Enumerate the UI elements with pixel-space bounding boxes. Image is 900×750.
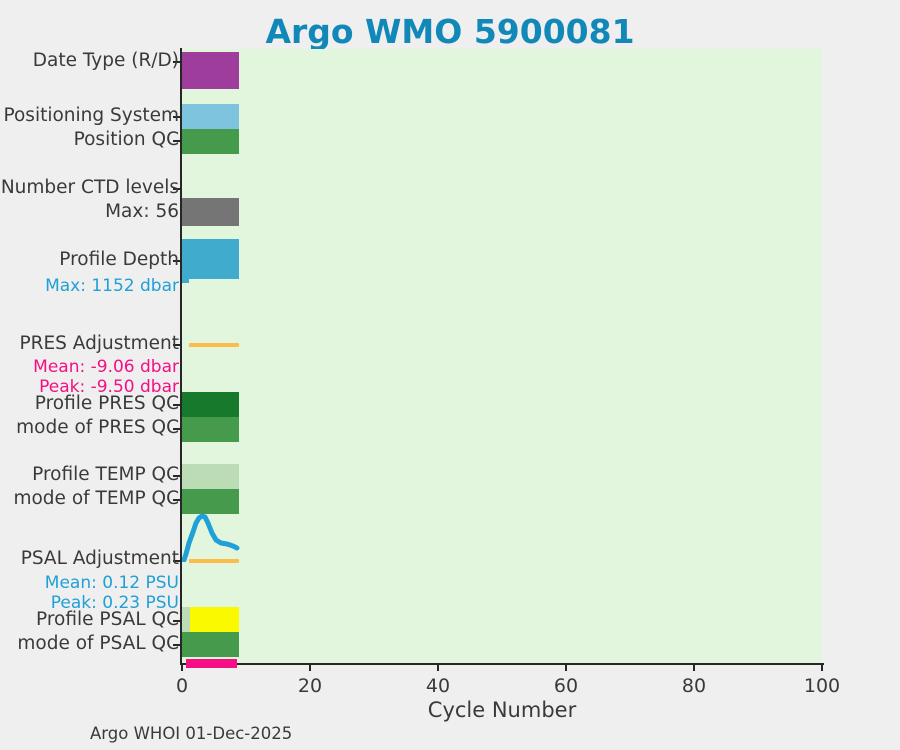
y-axis-line	[180, 48, 182, 665]
y-tick-mode-psal-qc	[173, 644, 181, 646]
line-pres-adjustment	[189, 343, 239, 347]
y-tick-date-type	[173, 61, 181, 63]
y-tick-profile-depth	[173, 260, 181, 262]
y-tick-positioning-system	[173, 116, 181, 118]
y-tick-profile-psal-qc	[173, 620, 181, 622]
y-tick-mode-pres-qc	[173, 428, 181, 430]
row-sublabel-pres-peak: Peak: -9.50 dbar	[39, 377, 179, 397]
row-label-mode-psal-qc: mode of PSAL QC	[17, 633, 179, 654]
row-sublabel-pres-mean: Mean: -9.06 dbar	[33, 357, 179, 377]
row-sublabel-psal-peak: Peak: 0.23 PSU	[50, 593, 179, 613]
bar-mode-psal-qc	[182, 632, 239, 657]
row-sublabel-ctd-max: Max: 56	[105, 201, 179, 222]
bar-positioning-system	[182, 104, 239, 129]
x-tick-label-40: 40	[425, 675, 451, 697]
row-label-pres-adjustment: PRES Adjustment	[19, 333, 179, 354]
marker-segment-1	[186, 659, 211, 668]
x-tick-label-80: 80	[681, 675, 707, 697]
row-label-profile-temp-qc: Profile TEMP QC	[32, 464, 179, 485]
y-tick-mode-temp-qc	[173, 499, 181, 501]
y-tick-profile-pres-qc	[173, 404, 181, 406]
bar-mode-pres-qc	[182, 417, 239, 442]
y-tick-number-ctd-levels	[173, 188, 181, 190]
marker-segment-2	[205, 659, 237, 668]
row-label-psal-adjustment: PSAL Adjustment	[20, 548, 179, 569]
row-label-position-qc: Position QC	[73, 129, 179, 150]
bar-position-qc	[182, 129, 239, 154]
x-tick-20	[309, 663, 311, 671]
row-label-positioning-system: Positioning System	[3, 105, 179, 126]
row-sublabel-depth-max: Max: 1152 dbar	[45, 276, 179, 296]
bar-profile-psal-qc	[190, 607, 239, 632]
x-tick-100	[821, 663, 823, 671]
chart-title: Argo WMO 5900081	[265, 12, 635, 51]
row-sublabel-psal-mean: Mean: 0.12 PSU	[44, 573, 179, 593]
y-tick-psal-adjustment	[173, 560, 181, 562]
plot-area	[182, 49, 822, 663]
footer-credit: Argo WHOI 01-Dec-2025	[90, 724, 293, 743]
x-tick-40	[437, 663, 439, 671]
bar-profile-depth-step	[182, 279, 189, 283]
x-axis-line	[180, 663, 824, 665]
bar-profile-psal-qc-leading	[182, 607, 190, 632]
x-tick-label-100: 100	[803, 675, 841, 697]
bar-date-type	[182, 52, 239, 89]
bar-mode-temp-qc	[182, 489, 239, 514]
x-tick-60	[565, 663, 567, 671]
baseline-psal-adjustment	[189, 559, 239, 563]
bar-profile-temp-qc	[182, 464, 239, 489]
row-label-number-ctd-levels: Number CTD levels	[0, 177, 179, 198]
x-tick-label-0: 0	[175, 675, 189, 697]
bar-profile-pres-qc	[182, 392, 239, 417]
y-tick-pres-adjustment	[173, 344, 181, 346]
bar-profile-depth	[182, 239, 239, 279]
row-label-date-type: Date Type (R/D)	[32, 50, 179, 71]
curve-psal-adjustment	[182, 513, 240, 562]
x-tick-label-20: 20	[297, 675, 323, 697]
y-tick-profile-temp-qc	[173, 475, 181, 477]
x-tick-80	[693, 663, 695, 671]
row-label-profile-pres-qc: Profile PRES QC	[34, 393, 179, 414]
row-label-profile-psal-qc: Profile PSAL QC	[36, 609, 179, 630]
x-tick-label-60: 60	[553, 675, 579, 697]
row-label-mode-pres-qc: mode of PRES QC	[16, 417, 179, 438]
y-tick-position-qc	[173, 140, 181, 142]
x-tick-0	[181, 663, 183, 671]
row-label-profile-depth: Profile Depth	[59, 249, 179, 270]
x-axis-label: Cycle Number	[427, 698, 577, 722]
row-label-mode-temp-qc: mode of TEMP QC	[13, 488, 179, 509]
bar-number-ctd-levels	[182, 198, 239, 226]
